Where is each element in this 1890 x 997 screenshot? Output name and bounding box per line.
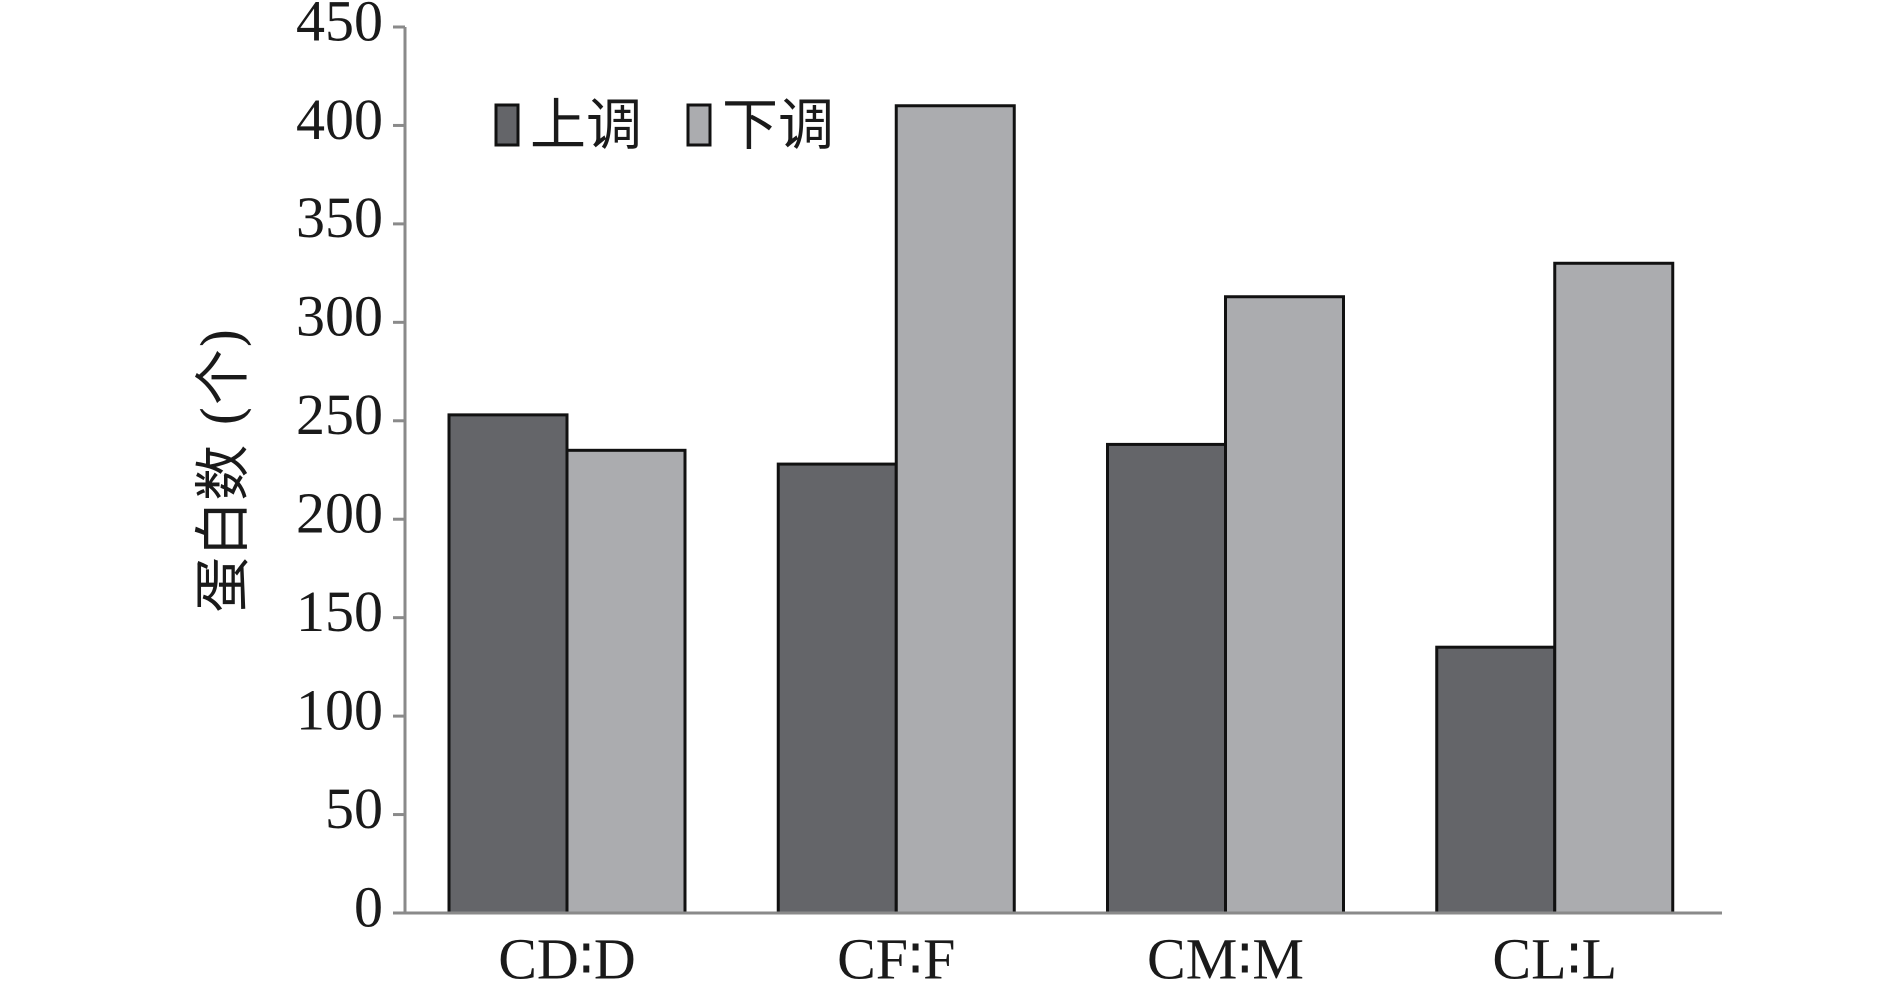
x-tick-label: CD∶D [498,926,636,991]
legend-label-series-2: 下调 [722,94,834,159]
y-tick-label: 100 [296,677,383,742]
y-tick-label: 200 [296,481,383,546]
y-tick-label: 0 [354,874,383,939]
y-axis-title: 蛋白数 (个) [192,327,257,613]
y-tick-label: 450 [296,0,383,53]
y-tick-label: 250 [296,382,383,447]
legend-swatch-series-2 [686,103,712,147]
x-ticks-layer: CD∶D CF∶F CM∶M CL∶L [498,926,1617,991]
legend: 上调 下调 [494,94,834,159]
y-tick-label: 300 [296,284,383,349]
legend-swatch-series-1 [494,103,520,147]
bar-2-3 [1224,295,1345,915]
x-tick-label: CM∶M [1147,926,1304,991]
bar-2-1 [565,448,687,915]
y-tick-label: 350 [296,185,383,250]
bar-1-1 [447,413,569,915]
bars-layer [447,104,1675,915]
bar-1-3 [1106,442,1227,915]
y-ticks-layer: 0 50 100 150 200 250 300 350 400 450 [296,0,405,939]
x-tick-label: CL∶L [1492,926,1617,991]
x-tick-label: CF∶F [837,926,955,991]
y-tick-label: 400 [296,87,383,152]
bar-2-4 [1553,261,1675,915]
bar-1-4 [1435,645,1557,915]
legend-label-series-1: 上调 [530,94,642,159]
y-tick-label: 50 [325,776,383,841]
axes-layer [403,27,1722,915]
bar-2-2 [894,104,1016,915]
bar-1-2 [776,462,898,915]
y-tick-label: 150 [296,579,383,644]
